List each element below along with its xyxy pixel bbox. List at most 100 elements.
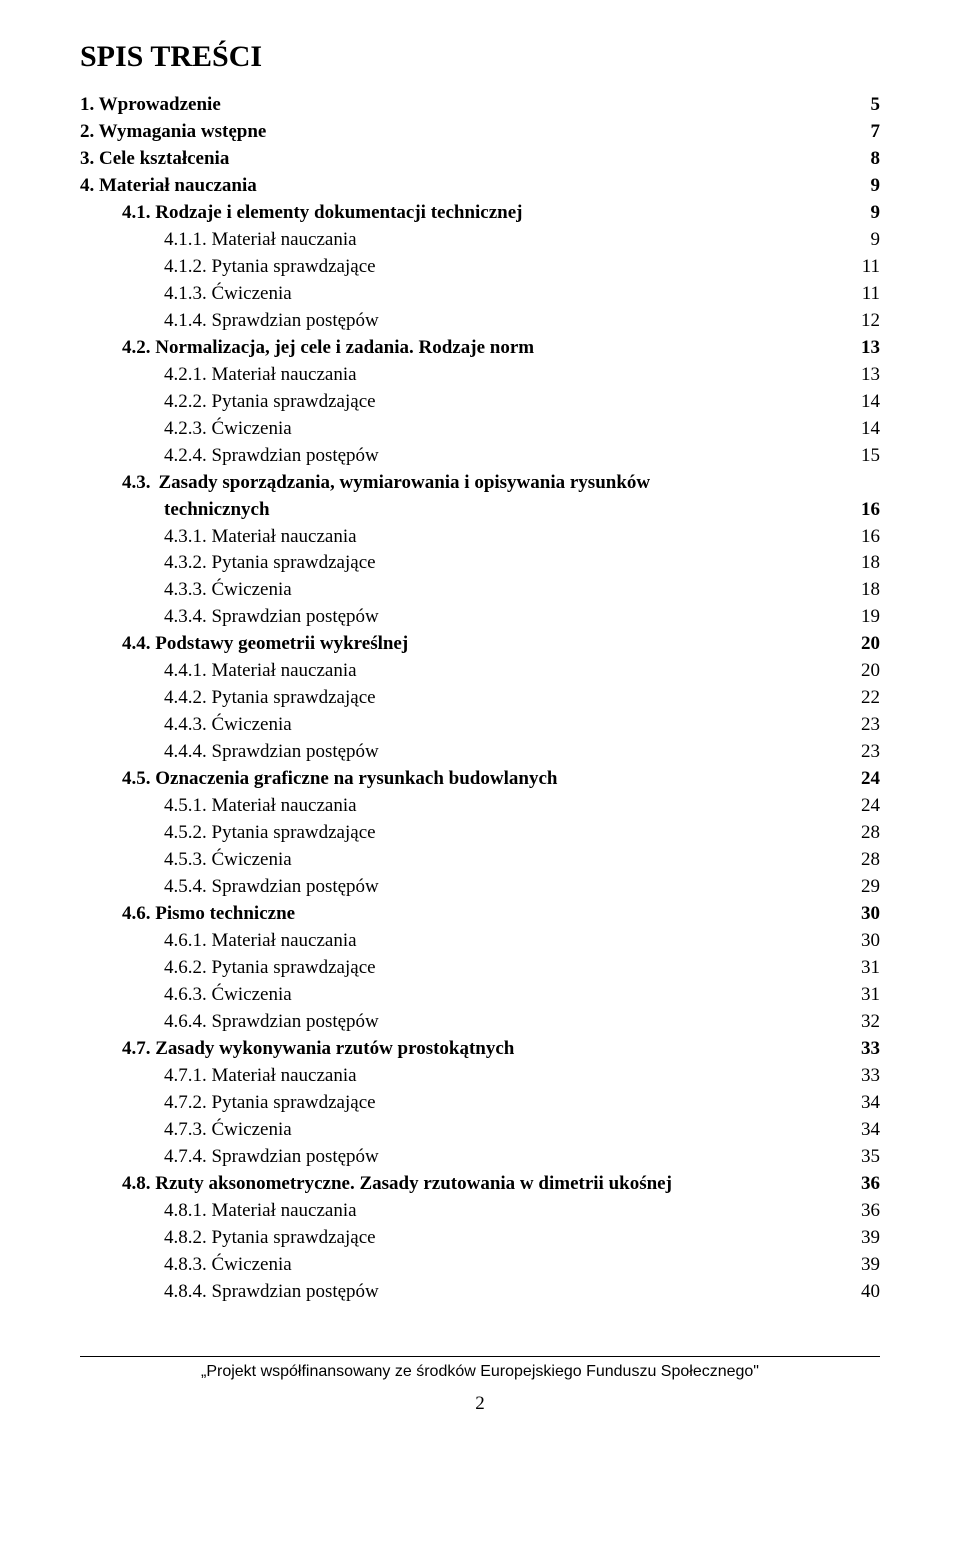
toc-entry: 4.2.4. Sprawdzian postępów15: [80, 443, 880, 470]
toc-entry: technicznych16: [80, 497, 880, 524]
toc-entry-number: 4.8.: [122, 1173, 155, 1194]
toc-entry-number: 4.3.4.: [164, 606, 212, 627]
toc-entry-page: 29: [840, 874, 880, 901]
toc-entry-number: 2.: [80, 121, 99, 142]
toc-entry-page: 28: [840, 847, 880, 874]
toc-entry-text: Zasady wykonywania rzutów prostokątnych: [155, 1038, 514, 1059]
toc-entry-page: 12: [840, 308, 880, 335]
toc-entry: 4.5.3. Ćwiczenia28: [80, 847, 880, 874]
toc-entry: 4.3.Zasady sporządzania, wymiarowania i …: [80, 470, 880, 497]
toc-entry-page: 36: [840, 1198, 880, 1225]
toc-entry-label: 4.8.1. Materiał nauczania: [164, 1198, 840, 1225]
toc-entry-number: 4.5.3.: [164, 849, 212, 870]
toc-entry-page: 33: [840, 1063, 880, 1090]
toc-entry-text: Rodzaje i elementy dokumentacji technicz…: [155, 202, 522, 223]
toc-entry-label: 4.5.4. Sprawdzian postępów: [164, 874, 840, 901]
toc-entry-number: 4.1.4.: [164, 310, 212, 331]
toc-entry-number: 4.1.3.: [164, 283, 212, 304]
toc-entry-label: 4.6.4. Sprawdzian postępów: [164, 1009, 840, 1036]
toc-entry-label: 4.2.1. Materiał nauczania: [164, 362, 840, 389]
toc-entry-label: 4.4.3. Ćwiczenia: [164, 712, 840, 739]
toc-entry-page: 14: [840, 389, 880, 416]
toc-entry-text: Wymagania wstępne: [99, 121, 267, 142]
toc-entry-text: Ćwiczenia: [212, 1254, 292, 1275]
toc-entry: 4.5.2. Pytania sprawdzające28: [80, 820, 880, 847]
toc-entry-text: Pytania sprawdzające: [212, 391, 376, 412]
toc-entry-text: Sprawdzian postępów: [212, 741, 379, 762]
toc-entry: 4.2.3. Ćwiczenia14: [80, 416, 880, 443]
toc-entry-number: 4.5.1.: [164, 795, 212, 816]
toc-entry-page: 16: [840, 497, 880, 524]
toc-entry-text: Rzuty aksonometryczne. Zasady rzutowania…: [155, 1173, 672, 1194]
toc-entry-number: 4.: [80, 175, 99, 196]
toc-entry-text: Sprawdzian postępów: [212, 445, 379, 466]
toc-entry-page: 30: [840, 928, 880, 955]
toc-entry-page: 8: [840, 146, 880, 173]
toc-entry-text: Sprawdzian postępów: [212, 1011, 379, 1032]
toc-entry: 4.4.2. Pytania sprawdzające22: [80, 685, 880, 712]
toc-entry-number: 4.5.2.: [164, 822, 212, 843]
toc-entry-label: 2. Wymagania wstępne: [80, 119, 840, 146]
toc-entry-text: Ćwiczenia: [212, 984, 292, 1005]
toc-entry-page: 24: [840, 766, 880, 793]
toc-entry-text: Cele kształcenia: [99, 148, 229, 169]
toc-entry-label: 4.1.3. Ćwiczenia: [164, 281, 840, 308]
toc-entry-number: 4.6.4.: [164, 1011, 212, 1032]
toc-entry-label: 4.8.2. Pytania sprawdzające: [164, 1225, 840, 1252]
toc-entry-number: 4.6.2.: [164, 957, 212, 978]
toc-entry: 4.5.4. Sprawdzian postępów29: [80, 874, 880, 901]
toc-entry-page: 7: [840, 119, 880, 146]
toc-entry: 4.4.4. Sprawdzian postępów23: [80, 739, 880, 766]
toc-entry-label: 4.8.4. Sprawdzian postępów: [164, 1279, 840, 1306]
toc-entry-text: Ćwiczenia: [212, 714, 292, 735]
toc-entry: 4.6.2. Pytania sprawdzające31: [80, 955, 880, 982]
toc-entry-text: Materiał nauczania: [212, 660, 357, 681]
toc-entry-label: 4.7.4. Sprawdzian postępów: [164, 1144, 840, 1171]
toc-entry-text: Sprawdzian postępów: [212, 876, 379, 897]
toc-entry-page: 20: [840, 631, 880, 658]
toc-entry-number: 4.8.3.: [164, 1254, 212, 1275]
toc-entry-number: 4.6.: [122, 903, 155, 924]
toc-entry-text: Ćwiczenia: [212, 579, 292, 600]
toc-entry: 2. Wymagania wstępne7: [80, 119, 880, 146]
toc-entry-number: 4.8.1.: [164, 1200, 212, 1221]
toc-entry-label: 4.8.3. Ćwiczenia: [164, 1252, 840, 1279]
toc-entry-label: 4.7.3. Ćwiczenia: [164, 1117, 840, 1144]
toc-entry: 4.6.3. Ćwiczenia31: [80, 982, 880, 1009]
toc-entry-text: Normalizacja, jej cele i zadania. Rodzaj…: [155, 337, 534, 358]
toc-entry: 4.5.1. Materiał nauczania24: [80, 793, 880, 820]
toc-entry: 4.6. Pismo techniczne30: [80, 901, 880, 928]
toc-entry-number: 4.4.1.: [164, 660, 212, 681]
toc-entry-text: Pytania sprawdzające: [212, 687, 376, 708]
toc-entry: 4.1.2. Pytania sprawdzające11: [80, 254, 880, 281]
toc-entry-text: Pytania sprawdzające: [212, 256, 376, 277]
toc-entry-label: 4.3.4. Sprawdzian postępów: [164, 604, 840, 631]
toc-entry-number: 4.5.4.: [164, 876, 212, 897]
toc-entry-number: 4.2.: [122, 337, 155, 358]
toc-entry-text: Materiał nauczania: [212, 1065, 357, 1086]
toc-entry-label: 4.6.2. Pytania sprawdzające: [164, 955, 840, 982]
toc-entry: 4.1. Rodzaje i elementy dokumentacji tec…: [80, 200, 880, 227]
toc-entry-page: 9: [840, 173, 880, 200]
toc-entry-label: 4.2.4. Sprawdzian postępów: [164, 443, 840, 470]
toc-entry: 4.8.3. Ćwiczenia39: [80, 1252, 880, 1279]
toc-entry-number: 3.: [80, 148, 99, 169]
toc-entry-number: 4.4.2.: [164, 687, 212, 708]
toc-entry-text: Pytania sprawdzające: [212, 1227, 376, 1248]
toc-entry-number: 4.8.4.: [164, 1281, 212, 1302]
toc-entry-page: 15: [840, 443, 880, 470]
toc-entry-label: 1. Wprowadzenie: [80, 92, 840, 119]
toc-entry-page: 23: [840, 739, 880, 766]
page-title: SPIS TREŚCI: [80, 40, 880, 74]
toc-entry-number: 4.6.3.: [164, 984, 212, 1005]
toc-entry: 4.8.4. Sprawdzian postępów40: [80, 1279, 880, 1306]
toc-entry-page: 18: [840, 577, 880, 604]
toc-entry-text: Materiał nauczania: [212, 930, 357, 951]
toc-entry-number: 4.3.: [122, 470, 159, 497]
table-of-contents: 1. Wprowadzenie52. Wymagania wstępne73. …: [80, 92, 880, 1306]
toc-entry-label: 4.6. Pismo techniczne: [122, 901, 840, 928]
toc-entry-page: 13: [840, 335, 880, 362]
toc-entry: 4.8. Rzuty aksonometryczne. Zasady rzuto…: [80, 1171, 880, 1198]
toc-entry: 4.2.1. Materiał nauczania13: [80, 362, 880, 389]
toc-entry-text: Ćwiczenia: [212, 418, 292, 439]
